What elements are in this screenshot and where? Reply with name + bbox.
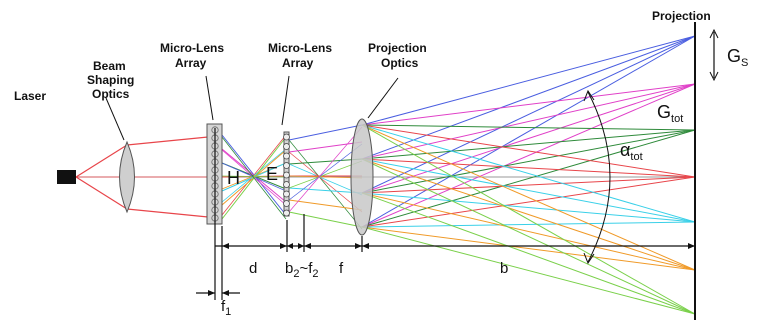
projection-ray-1-1	[361, 83, 696, 160]
beam-shaping-label-2: Shaping	[87, 73, 134, 87]
f1-arrows	[208, 290, 229, 296]
projection-optics-leader	[367, 77, 399, 119]
projection-ray-6-1	[361, 158, 696, 315]
projection-ray-6-2	[361, 192, 696, 315]
projection-ray-3-3	[361, 176, 696, 228]
projection-ray-4-1	[361, 158, 696, 223]
mla2-ray-b-1	[288, 151, 363, 213]
mla2-lenslet	[283, 209, 290, 217]
mla2-ray-2	[288, 158, 363, 165]
mla2-lenslet	[283, 143, 290, 150]
mla2-lenslet	[283, 190, 290, 198]
symbol-Gs: GS	[727, 46, 748, 69]
laser-source	[57, 170, 76, 184]
mla2-ray-6	[288, 211, 363, 228]
projection-ray-6-3	[361, 226, 696, 315]
projection-ray-3-0	[361, 124, 696, 178]
projection-ray-4-2	[361, 192, 696, 223]
alpha-arrow-top	[583, 89, 595, 102]
mla2-lenslet	[283, 152, 290, 160]
symbol-E: E	[266, 164, 278, 184]
projection-ray-4-0	[361, 124, 696, 223]
mla2-lenslet	[283, 162, 290, 169]
b2-arrows	[287, 243, 304, 249]
mla2-ray-1	[288, 141, 363, 153]
beam-shaping-label-1: Beam	[93, 59, 126, 73]
projection-ray-2-1	[361, 129, 696, 160]
mla2-lenslets	[283, 133, 290, 217]
mla2-ray-b-0	[288, 139, 363, 230]
beam-shaping-label-3: Optics	[92, 87, 130, 101]
projection-lens	[350, 118, 374, 236]
mla2-ray-5	[288, 199, 363, 211]
collimated-ray-top	[126, 136, 209, 146]
mla2-label-2: Array	[282, 56, 314, 70]
mla1-leader	[205, 75, 214, 121]
projection-ray-2-0	[361, 124, 696, 131]
projection-optics-label-1: Projection	[368, 41, 427, 55]
mla1-label-1: Micro-Lens	[160, 41, 224, 55]
projection-ray-0-2	[361, 35, 696, 194]
laser-ray-bottom	[75, 176, 128, 210]
f-arrows	[304, 243, 362, 249]
projection-ray-3-1	[361, 158, 696, 178]
projection-ray-6-0	[361, 124, 696, 315]
projection-ray-5-2	[361, 192, 696, 271]
projection-rays	[361, 35, 696, 315]
dim-b: b	[500, 260, 508, 277]
projection-ray-2-3	[361, 129, 696, 228]
mla2-lenslet	[283, 181, 290, 188]
projection-ray-5-1	[361, 158, 696, 271]
projection-ray-1-3	[361, 83, 696, 228]
projection-optics-label-2: Optics	[381, 56, 419, 70]
alpha-arrow-bottom	[583, 252, 595, 265]
mla2-ray-0	[288, 124, 363, 141]
laser-beam	[75, 136, 209, 218]
projection-label: Projection	[652, 9, 711, 23]
mla-cross-ray-6	[221, 136, 287, 220]
projection-ray-5-3	[361, 226, 696, 271]
mla2-lenslet	[283, 200, 290, 207]
gs-arrow-top	[709, 28, 719, 39]
dim-b2-f2: b2~f2	[285, 260, 319, 280]
mla2-ray-b-5	[288, 143, 363, 201]
mla2-ray-b-3	[288, 175, 363, 179]
mla2-ray-b-6	[288, 126, 363, 213]
microlens-rays	[221, 124, 363, 230]
alpha-arc	[587, 91, 611, 263]
mla2-ray-4	[288, 187, 363, 194]
mla2-label-1: Micro-Lens	[268, 41, 332, 55]
mla2-lenslet	[283, 133, 290, 141]
symbol-Gtot: Gtot	[657, 102, 683, 125]
laser-ray-top	[75, 144, 128, 178]
mla2-leader	[281, 75, 290, 126]
beam-shaping-leader	[105, 97, 125, 141]
gs-arrow-bottom	[709, 71, 719, 82]
collimated-ray-bottom	[126, 208, 209, 218]
dim-f: f	[339, 260, 344, 277]
dim-f1: f1	[221, 298, 231, 318]
projection-ray-4-3	[361, 221, 696, 228]
symbol-alpha-tot: αtot	[620, 140, 643, 163]
mla1-label-2: Array	[175, 56, 207, 70]
projection-ray-1-2	[361, 83, 696, 194]
mla2-ray-b-2	[288, 163, 363, 196]
symbol-H: H	[227, 168, 240, 188]
mla2-ray-b-4	[288, 160, 363, 189]
mla2-lenslet	[283, 171, 290, 179]
dim-d: d	[249, 260, 257, 277]
d-arrows	[222, 243, 287, 249]
beam-shaping-lens	[119, 140, 135, 214]
projection-ray-0-1	[361, 35, 696, 160]
projection-ray-3-2	[361, 176, 696, 194]
projection-ray-1-0	[361, 83, 696, 126]
projection-ray-0-3	[361, 35, 696, 228]
projection-ray-0-0	[361, 35, 696, 126]
laser-label: Laser	[14, 89, 46, 103]
projection-ray-2-2	[361, 129, 696, 194]
